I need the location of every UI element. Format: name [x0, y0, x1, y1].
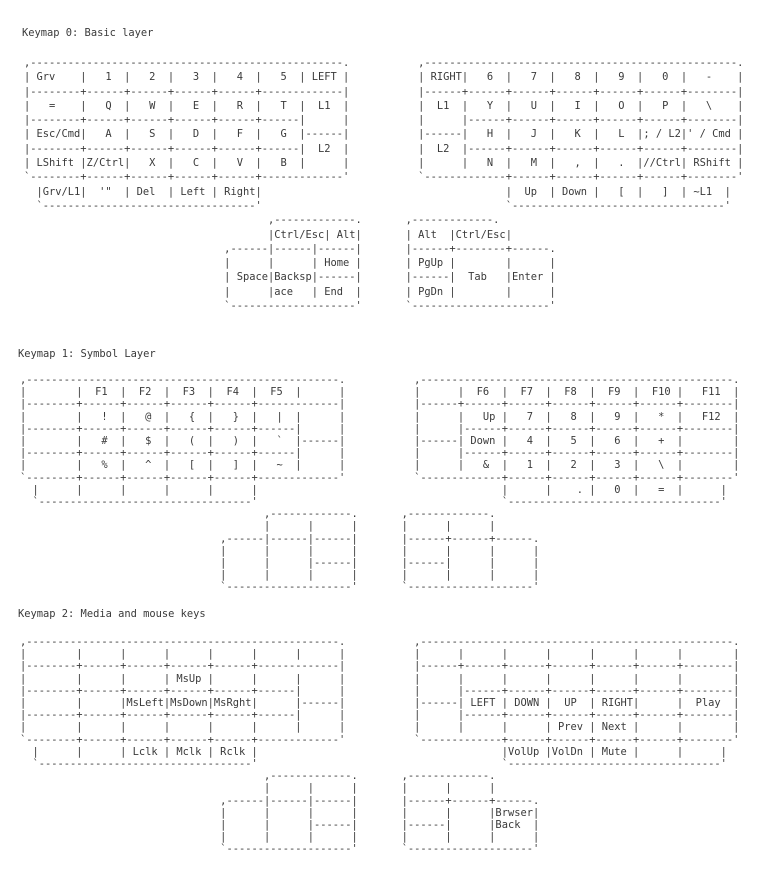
layer-2-title: Keymap 2: Media and mouse keys: [18, 608, 206, 620]
keymap-line: ,------|------|------| |------+--------+…: [24, 242, 556, 255]
keymap-line: | |ace | End | | PgDn | | |: [24, 285, 556, 298]
keymap-line: `--------------------' `----------------…: [20, 581, 540, 594]
keymap-line: `----------------------------------' `--…: [24, 199, 731, 212]
keymap-line: |--------+------+------+------+------+--…: [24, 85, 744, 98]
keymap-line: `----------------------------------' `--…: [20, 496, 727, 509]
keymap-line: ,------|------|------| |------+------+--…: [20, 532, 540, 545]
keymap-line: ,------|------|------| |------+------+--…: [20, 794, 540, 807]
keymap-line: ,---------------------------------------…: [20, 374, 740, 386]
keymap-line: |--------+------+------+------+------+--…: [20, 684, 740, 697]
keymap-line: |--------+------+------+------+------+--…: [24, 142, 744, 155]
keymap-line: | | |MsLeft|MsDown|MsRght| |------| |---…: [20, 697, 740, 710]
keymap-line: |Grv/L1| '" | Del | Left | Right| | Up |…: [24, 185, 731, 198]
keymap-line: | | | | | | |Brwser|: [20, 806, 540, 819]
keymap-line: `--------+------+------+------+------+--…: [20, 733, 740, 746]
keymap-line: |--------+------+------+------+------+--…: [24, 114, 744, 127]
keymap-line: |--------+------+------+------+------+--…: [20, 447, 740, 460]
keymap-line: |--------+------+------+------+------+--…: [20, 660, 740, 673]
keymap-line: `--------------------' `----------------…: [24, 300, 556, 313]
keymap-line: | | | | | | | |: [20, 569, 540, 582]
keymap-line: | | ! | @ | { | } | | | | | | Up | 7 | 8…: [20, 410, 740, 423]
keymap-line: | Space|Backsp|------| |------| Tab |Ent…: [24, 271, 556, 284]
keymap-line: |--------+------+------+------+------+--…: [20, 398, 740, 411]
keymap-line: | | |------| |------| | |: [20, 557, 540, 570]
keymap-line: | LShift |Z/Ctrl| X | C | V | B | | | | …: [24, 157, 744, 170]
keymap-line: | | |------| |------| |Back |: [20, 819, 540, 832]
keymap-line: `--------------------' `----------------…: [20, 843, 540, 856]
keymap-line: `----------------------------------' `--…: [20, 758, 727, 771]
keymap-line: ,---------------------------------------…: [24, 57, 744, 69]
keymap-line: | | | | | |: [20, 520, 496, 533]
keymap-line: | | % | ^ | [ | ] | ~ | | | | & | 1 | 2 …: [20, 459, 740, 472]
keymap-line: |Ctrl/Esc| Alt| | Alt |Ctrl/Esc|: [24, 228, 512, 241]
keymap-line: ,-------------. ,-------------.: [20, 508, 496, 521]
keymap-line: | | | | | | | | | | | | Prev | Next | | …: [20, 721, 740, 734]
keymap-line: |--------+------+------+------+------+--…: [20, 709, 740, 722]
layer-0-title: Keymap 0: Basic layer: [22, 27, 154, 39]
keymap-line: | | F1 | F2 | F3 | F4 | F5 | | | | F6 | …: [20, 386, 740, 399]
layer-1-keymap-diagram: ,---------------------------------------…: [20, 374, 739, 594]
keymap-line: | | | | | |: [20, 782, 496, 795]
keymap-line: | | | Home | | PgUp | | |: [24, 257, 556, 270]
layer-0-keymap-diagram: ,---------------------------------------…: [24, 56, 743, 313]
keymap-line: | | | | | | | | . | 0 | = | |: [20, 483, 727, 496]
keymap-line: | = | Q | W | E | R | T | L1 | | L1 | Y …: [24, 99, 744, 112]
keymap-line: `--------+------+------+------+------+--…: [24, 171, 744, 184]
keymap-line: | Esc/Cmd| A | S | D | F | G |------| |-…: [24, 128, 744, 141]
keymap-line: ,-------------. ,-------------.: [24, 214, 500, 227]
layer-1-title: Keymap 1: Symbol Layer: [18, 348, 156, 360]
keymap-line: | | | | MsUp | | | | | | | | | | | |: [20, 672, 740, 685]
keymap-line: | | | | | | | |: [20, 831, 540, 844]
keymap-line: |--------+------+------+------+------+--…: [20, 422, 740, 435]
keymap-line: | | | Lclk | Mclk | Rclk | |VolUp |VolDn…: [20, 745, 727, 758]
keymap-line: ,-------------. ,-------------.: [20, 770, 496, 783]
keymap-line: | | # | $ | ( | ) | ` |------| |------| …: [20, 435, 740, 448]
keymap-line: | | | | | | | |: [20, 544, 540, 557]
keymap-line: ,---------------------------------------…: [20, 636, 740, 648]
keymap-line: | | | | | | | | | | | | | | | |: [20, 648, 740, 661]
layer-2-keymap-diagram: ,---------------------------------------…: [20, 636, 739, 856]
keymap-line: | Grv | 1 | 2 | 3 | 4 | 5 | LEFT | | RIG…: [24, 71, 744, 84]
keymap-line: `--------+------+------+------+------+--…: [20, 471, 740, 484]
